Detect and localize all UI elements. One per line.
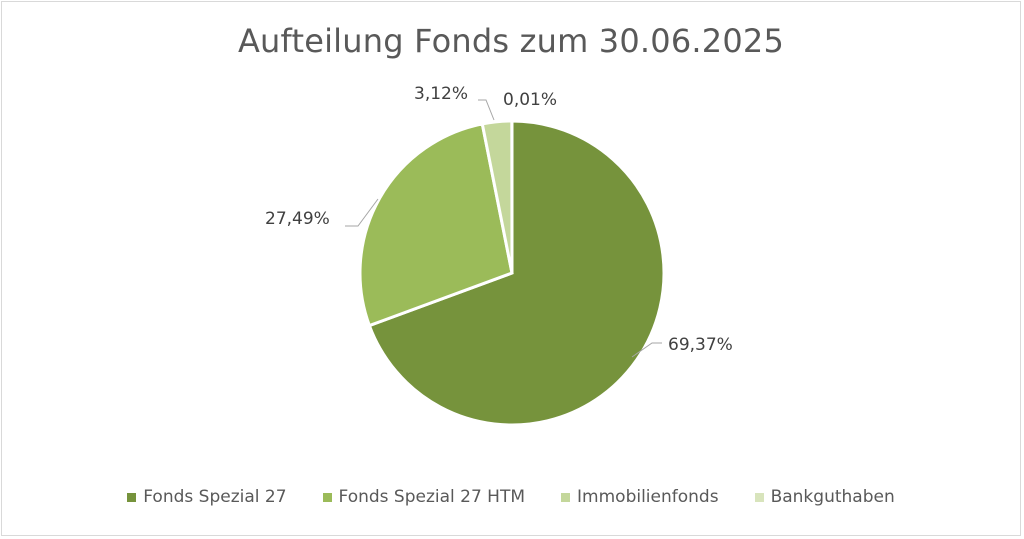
legend-item: Immobilienfonds [561, 487, 719, 507]
legend-label: Fonds Spezial 27 [143, 487, 287, 507]
data-label-2: 27,49% [265, 209, 330, 229]
legend-item: Bankguthaben [754, 487, 895, 507]
chart-title: Aufteilung Fonds zum 30.06.2025 [237, 22, 785, 60]
legend-swatch [561, 492, 571, 502]
legend-label: Fonds Spezial 27 HTM [338, 487, 526, 507]
leader-line-2 [345, 198, 379, 227]
pie-slice-1 [367, 119, 666, 427]
legend: Fonds Spezial 27 Fonds Spezial 27 HTM Immo… [0, 487, 1022, 507]
legend-label: Immobilienfonds [577, 487, 719, 507]
data-label-3: 3,12% [414, 84, 468, 104]
legend-swatch [322, 492, 332, 502]
leader-line-3 [478, 99, 495, 121]
legend-swatch [127, 492, 137, 502]
leader-line-1 [631, 342, 662, 358]
legend-label: Bankguthaben [770, 487, 895, 507]
legend-swatch [754, 492, 764, 502]
data-label-4: 0,01% [503, 90, 557, 110]
pie-slice-2 [358, 122, 514, 328]
legend-item: Fonds Spezial 27 [127, 487, 287, 507]
legend-item: Fonds Spezial 27 HTM [322, 487, 526, 507]
data-label-1: 69,37% [668, 335, 733, 355]
